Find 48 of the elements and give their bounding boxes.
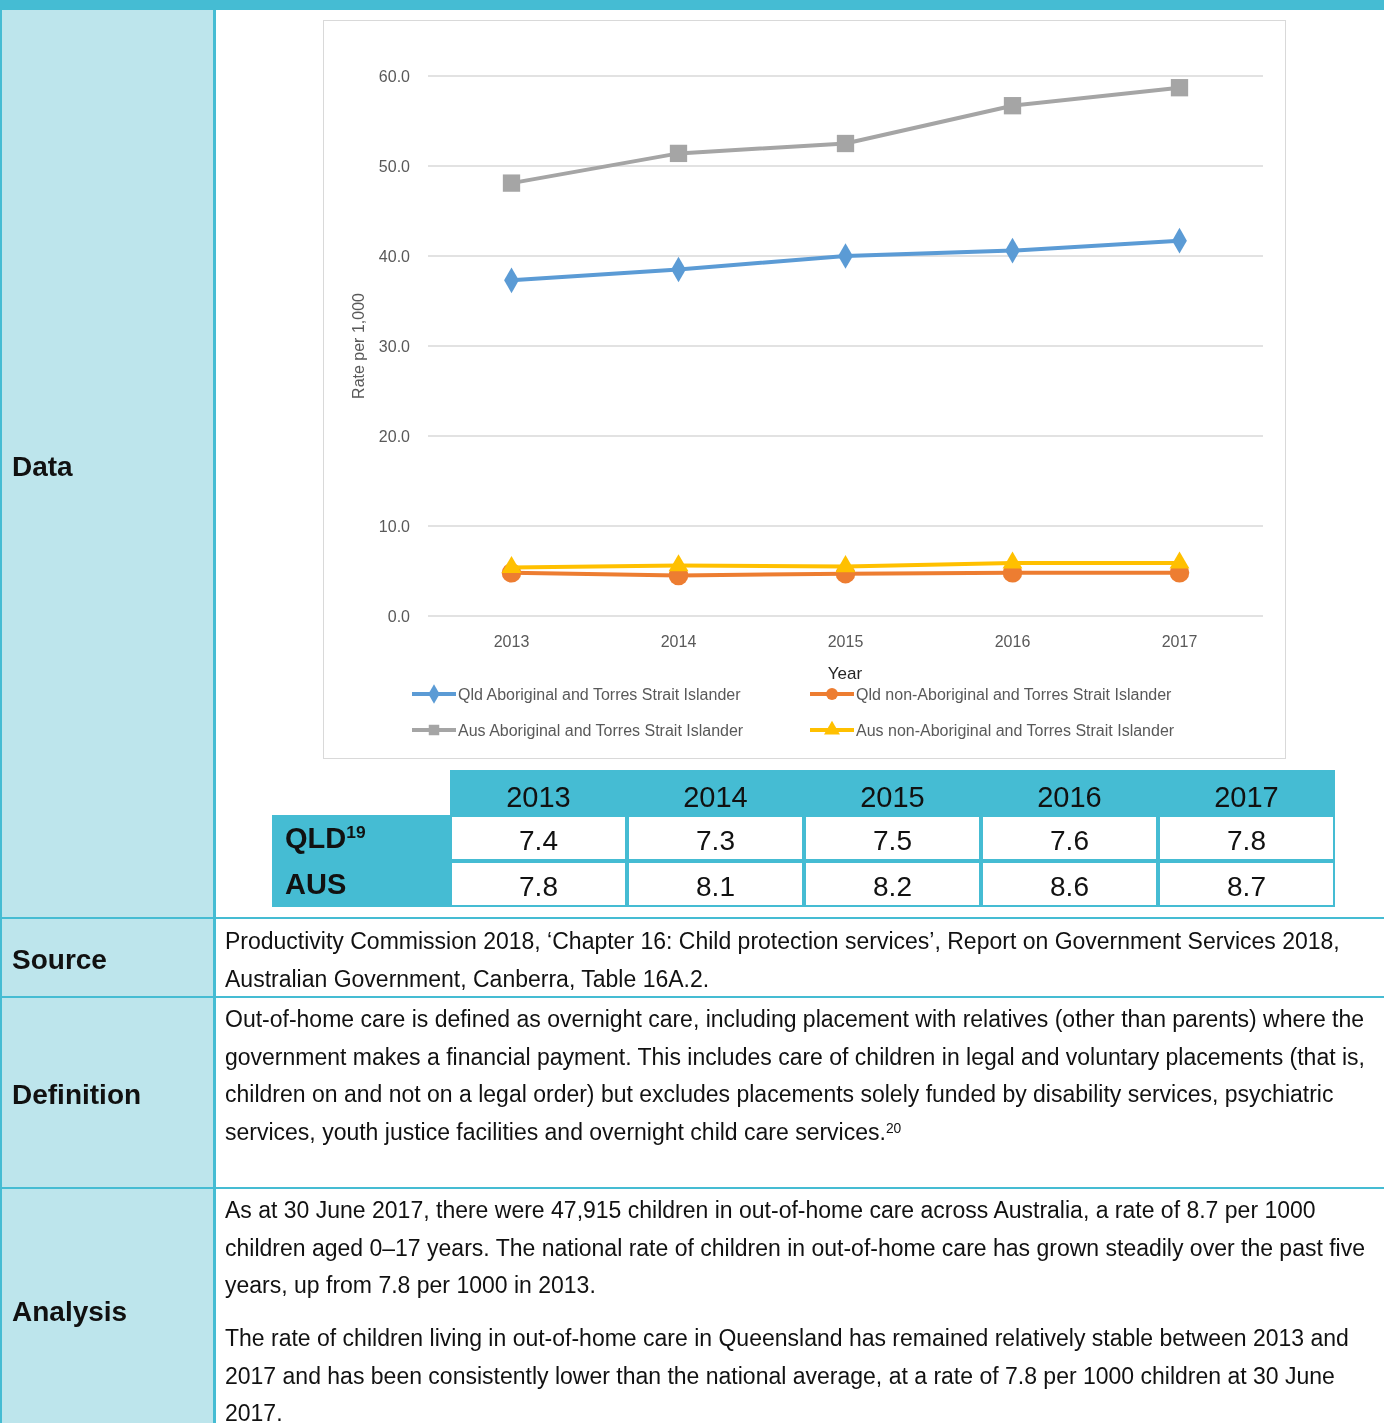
x-axis-title: Year (827, 663, 863, 683)
y-tick-label: 40.0 (378, 247, 411, 265)
data-label: 8.7 (1227, 870, 1266, 902)
legend-label: Qld non-Aboriginal and Torres Strait Islander (856, 685, 1173, 703)
point (1003, 97, 1022, 115)
y-tick-label: 50.0 (378, 157, 411, 175)
text: Analysis (12, 1295, 128, 1327)
y-tick-label: 20.0 (378, 427, 411, 445)
y-tick-label: 0.0 (387, 607, 411, 625)
text: Definition (12, 1078, 142, 1110)
x-tick-label: 2015 (827, 632, 864, 650)
y-tick-label: 30.0 (378, 337, 411, 355)
text: Data (12, 450, 74, 482)
x-tick-label: 2015 (860, 780, 925, 813)
data-label: 8.6 (1050, 870, 1089, 902)
legend-label: Aus Aboriginal and Torres Strait Islander (458, 721, 744, 739)
point (502, 174, 521, 192)
x-tick-label: 2016 (1037, 780, 1102, 813)
x-tick-label: 2013 (493, 632, 530, 650)
point (1170, 79, 1189, 97)
data-label: 7.8 (519, 870, 558, 902)
text: As at 30 June 2017, there were 47,915 children in out-of-home care across Australia, a rate of 8.7 per 1000 children aged 0–17 years. The national rate of children in out-of-home care has grown steadily over the past five years, up from 7.8 per 1000 in 2013. (225, 1197, 1366, 1299)
data-label: 7.6 (1050, 824, 1089, 856)
y-tick-label: QLD$^{19}$ (285, 822, 366, 855)
x-tick-label: 2016 (994, 632, 1031, 650)
text: Source (12, 943, 107, 975)
text: Productivity Commission 2018, ‘Chapter 16: Child protection services’, Report on Government Services 2018, Australian Government, Canberra, Table 16A.2. (225, 928, 1340, 992)
legend-label: Aus non-Aboriginal and Torres Strait Islander (856, 721, 1175, 739)
x-tick-label: 2013 (506, 780, 571, 813)
data-label: 7.4 (519, 824, 558, 856)
text: The rate of children living in out-of-home care in Queensland has remained relatively stable between 2013 and 2017 and has been consistently lower than the national average, at a rate of 7.8 per 1000 children at 30 June 2017. (225, 1325, 1349, 1423)
y-tick-label: 60.0 (378, 67, 411, 85)
data-label: 7.8 (1227, 824, 1266, 856)
x-tick-label: 2017 (1214, 780, 1279, 813)
x-tick-label: 2017 (1161, 632, 1198, 650)
y-tick-label: AUS (285, 868, 347, 901)
legend-label: Qld Aboriginal and Torres Strait Islander (458, 685, 742, 703)
text: Out-of-home care is defined as overnight care, including placement with relatives (other than parents) where the government makes a financial payment. This includes care of children in legal and voluntary placements (that is, children on and not on a legal order) but excludes placements solely funded by disability services, psychiatric services, youth justice facilities and overnight child care services.$^{20}$ (225, 1006, 1365, 1145)
data-label: 8.1 (696, 870, 735, 902)
x-tick-label: 2014 (660, 632, 697, 650)
data-label: 8.2 (873, 870, 912, 902)
y-axis-title: Rate per 1,000 (349, 292, 367, 399)
data-label: 7.3 (696, 824, 735, 856)
data-label: 7.5 (873, 824, 912, 856)
point (836, 134, 855, 153)
point (669, 144, 688, 163)
y-tick-label: 10.0 (378, 517, 411, 535)
x-tick-label: 2014 (683, 780, 748, 813)
